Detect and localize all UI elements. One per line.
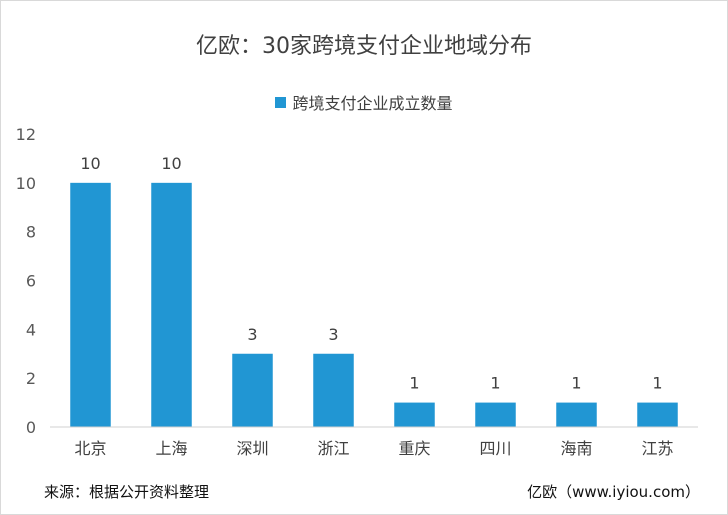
bar — [70, 182, 111, 427]
y-tick-label: 12 — [16, 125, 36, 144]
bar — [232, 353, 273, 427]
data-label: 1 — [409, 374, 419, 393]
x-tick-label: 重庆 — [398, 439, 430, 458]
y-tick-label: 4 — [26, 320, 36, 339]
data-label: 1 — [652, 374, 662, 393]
bar — [556, 402, 597, 427]
data-label: 1 — [490, 374, 500, 393]
x-tick-label: 上海 — [155, 439, 187, 458]
chart-legend: 跨境支付企业成立数量 — [0, 90, 728, 114]
data-label: 3 — [247, 325, 257, 344]
x-axis: 北京 上海 深圳 浙江 重庆 四川 海南 江苏 — [50, 426, 698, 458]
y-tick-label: 8 — [26, 223, 36, 242]
data-label: 10 — [80, 154, 100, 173]
y-axis: 0 2 4 6 8 10 12 — [16, 125, 36, 437]
data-label: 10 — [161, 154, 181, 173]
y-tick-label: 6 — [26, 272, 36, 291]
x-tick-label: 江苏 — [641, 439, 673, 458]
y-tick-label: 0 — [26, 418, 36, 437]
data-label: 3 — [328, 325, 338, 344]
bar — [313, 353, 354, 427]
y-tick-label: 10 — [16, 174, 36, 193]
bars: 10 10 3 3 1 1 1 1 — [70, 154, 678, 427]
chart-title: 亿欧：30家跨境支付企业地域分布 — [196, 34, 532, 59]
credit-note: 亿欧（www.iyiou.com） — [527, 483, 700, 501]
bar — [394, 402, 435, 427]
legend-label: 跨境支付企业成立数量 — [292, 94, 453, 113]
x-tick-label: 四川 — [479, 439, 511, 458]
source-note: 来源：根据公开资料整理 — [44, 483, 210, 501]
bar — [637, 402, 678, 427]
data-label: 1 — [571, 374, 581, 393]
x-tick-label: 深圳 — [236, 439, 268, 458]
bar — [151, 182, 192, 427]
x-tick-label: 海南 — [560, 439, 592, 458]
x-tick-label: 浙江 — [317, 439, 349, 458]
x-tick-label: 北京 — [74, 439, 106, 458]
y-tick-label: 2 — [26, 369, 36, 388]
legend-swatch — [275, 97, 287, 108]
bar — [475, 402, 516, 427]
